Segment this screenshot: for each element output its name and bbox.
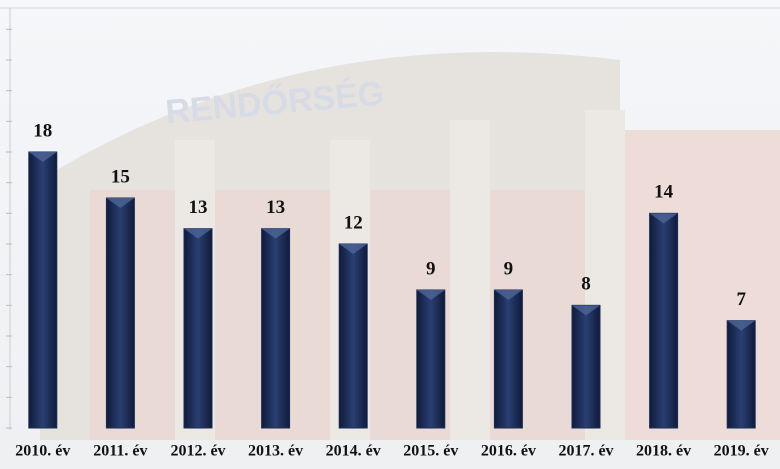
data-label: 7 (736, 289, 746, 310)
data-label: 15 (111, 166, 130, 187)
x-tick-label: 2011. év (93, 443, 147, 460)
bar-bevel (28, 152, 57, 162)
data-label: 18 (33, 120, 52, 141)
bar (416, 289, 446, 429)
bar-bevel (416, 290, 445, 300)
x-tick-label: 2014. év (326, 443, 381, 460)
data-label: 13 (266, 197, 285, 218)
data-label: 8 (581, 274, 591, 295)
data-label: 12 (344, 212, 363, 233)
x-tick-label: 2019. év (714, 443, 769, 460)
bar (726, 320, 756, 429)
data-label: 14 (654, 182, 674, 203)
x-tick-label: 2016. év (481, 443, 536, 460)
x-tick-label: 2010. év (15, 443, 70, 460)
bar-bevel (727, 320, 756, 331)
bar (105, 197, 135, 429)
bar (493, 289, 523, 429)
data-label: 9 (426, 258, 436, 279)
x-tick-label: 2018. év (636, 443, 691, 460)
data-label: 13 (189, 197, 208, 218)
bar (338, 243, 368, 429)
bar (649, 212, 679, 429)
data-label: 9 (504, 258, 514, 279)
x-tick-label: 2013. év (248, 443, 303, 460)
x-tick-label: 2015. év (403, 443, 458, 460)
bar-bevel (184, 228, 212, 239)
x-tick-label: 2012. év (170, 443, 225, 460)
bar (28, 151, 58, 429)
bar (261, 228, 291, 429)
x-tick-label: 2017. év (558, 443, 613, 460)
bar-bevel (572, 305, 600, 316)
bar-bevel (339, 244, 368, 254)
bar-bevel (649, 213, 678, 224)
bar (571, 304, 601, 429)
bar-bevel (494, 290, 523, 300)
bar-bevel (106, 198, 135, 208)
bar-bevel (261, 228, 290, 239)
bar (183, 228, 213, 429)
